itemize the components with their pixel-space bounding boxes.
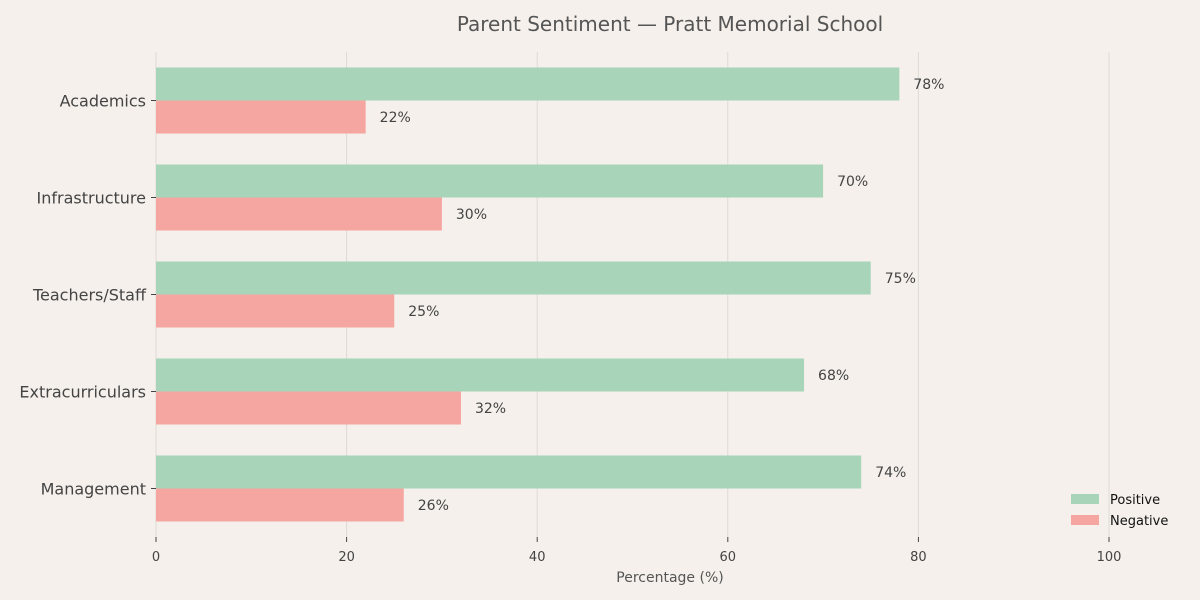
x-tick-label: 0	[152, 550, 160, 565]
data-label: 22%	[380, 110, 411, 126]
bar-positive	[156, 67, 900, 101]
bar-negative	[156, 197, 442, 231]
x-tick-label: 40	[529, 550, 546, 565]
category-label: Teachers/Staff	[32, 286, 147, 305]
x-tick-label: 100	[1097, 550, 1122, 565]
data-label: 68%	[818, 368, 849, 384]
category-label: Extracurriculars	[19, 383, 146, 402]
bar-negative	[156, 488, 404, 522]
bar-positive	[156, 261, 871, 295]
bar-positive	[156, 358, 805, 392]
legend-swatch-positive	[1071, 494, 1099, 504]
category-label: Infrastructure	[37, 189, 146, 208]
data-label: 78%	[913, 77, 944, 93]
category-label: Management	[41, 480, 146, 499]
bar-positive	[156, 164, 824, 198]
x-tick-label: 80	[910, 550, 927, 565]
x-tick-label: 20	[338, 550, 355, 565]
data-label: 70%	[837, 174, 868, 190]
data-label: 25%	[408, 304, 439, 320]
data-label: 30%	[456, 207, 487, 223]
data-label: 74%	[875, 465, 906, 481]
bar-positive	[156, 455, 862, 489]
bar-negative	[156, 294, 395, 328]
legend-swatch-negative	[1071, 515, 1099, 525]
data-label: 32%	[475, 401, 506, 417]
x-tick-label: 60	[720, 550, 737, 565]
bar-layer	[156, 67, 900, 522]
label-layer: 78% 22% 70% 30% 75% 25% 68% 32% 74% 26%	[380, 77, 945, 514]
bar-negative	[156, 100, 366, 134]
legend-label-positive: Positive	[1110, 493, 1160, 508]
category-label: Academics	[60, 92, 146, 111]
legend-label-negative: Negative	[1110, 514, 1168, 529]
data-label: 26%	[418, 498, 449, 514]
bar-negative	[156, 391, 461, 425]
legend: Positive Negative	[1071, 493, 1168, 529]
data-label: 75%	[885, 271, 916, 287]
axis-layer: 0 20 40 60 80 100 Academics Infrastructure Teach…	[19, 92, 1121, 566]
x-axis-label: Percentage (%)	[616, 570, 723, 586]
chart-title: Parent Sentiment — Pratt Memorial School	[457, 12, 883, 36]
